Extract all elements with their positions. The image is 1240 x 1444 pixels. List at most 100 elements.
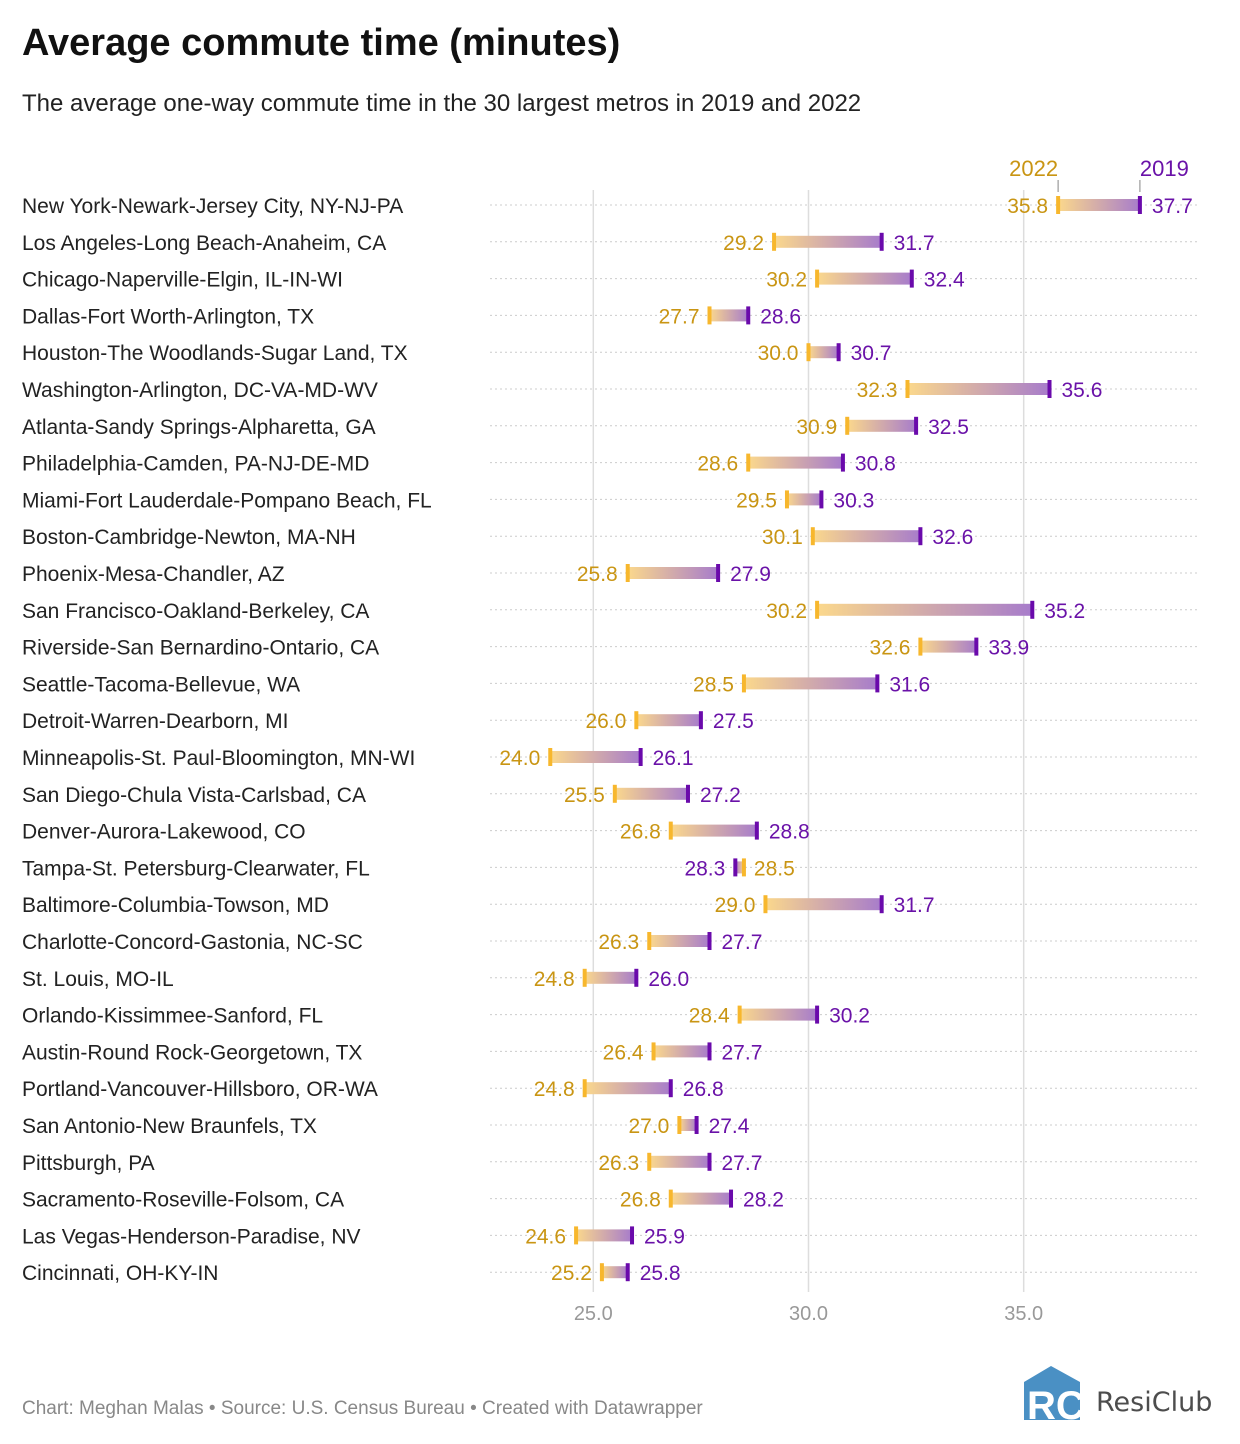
category-label: Seattle-Tacoma-Bellevue, WA	[22, 673, 300, 696]
category-label: Pittsburgh, PA	[22, 1152, 155, 1175]
range-bar	[743, 677, 878, 690]
category-label: Detroit-Warren-Dearborn, MI	[22, 710, 288, 733]
value-label-2019: 27.2	[700, 784, 741, 807]
range-bar	[748, 456, 843, 469]
category-label: Philadelphia-Camden, PA-NJ-DE-MD	[22, 453, 369, 476]
category-label: San Antonio-New Braunfels, TX	[22, 1115, 317, 1138]
value-label-2022: 29.5	[736, 489, 777, 512]
category-label: Phoenix-Mesa-Chandler, AZ	[22, 563, 285, 586]
marker-2022	[763, 895, 768, 914]
value-label-2019: 33.9	[988, 637, 1029, 660]
marker-2022	[772, 232, 777, 251]
value-label-2022: 25.8	[577, 563, 618, 586]
marker-2022	[582, 968, 587, 987]
marker-2022	[741, 858, 746, 877]
value-label-2022: 30.0	[758, 342, 799, 365]
range-bar	[1058, 199, 1140, 211]
marker-2019	[634, 968, 639, 987]
value-label-2022: 35.8	[1007, 195, 1048, 218]
range-bar	[679, 1119, 697, 1131]
value-label-2019: 32.4	[924, 269, 965, 292]
range-bar	[907, 383, 1050, 395]
category-label: Portland-Vancouver-Hillsboro, OR-WA	[22, 1078, 378, 1101]
marker-2019	[914, 416, 919, 435]
marker-2019	[754, 821, 759, 840]
marker-2022	[677, 1116, 682, 1134]
category-label: Cincinnati, OH-KY-IN	[22, 1262, 218, 1285]
marker-2022	[815, 269, 820, 288]
range-bar	[774, 235, 882, 248]
value-label-2022: 30.1	[762, 526, 803, 549]
category-label: Los Angeles-Long Beach-Anaheim, CA	[22, 232, 386, 255]
marker-2022	[815, 600, 820, 619]
category-label: Riverside-San Bernardino-Ontario, CA	[22, 637, 379, 660]
category-label: San Francisco-Oakland-Berkeley, CA	[22, 600, 369, 623]
chart-subtitle: The average one-way commute time in the …	[22, 90, 862, 117]
marker-2022	[651, 1042, 656, 1061]
marker-2019	[707, 1152, 712, 1171]
marker-2022	[737, 1005, 742, 1024]
marker-2022	[548, 748, 553, 766]
marker-2019	[630, 1226, 635, 1245]
value-label-2022: 30.2	[766, 600, 807, 623]
range-bar	[920, 640, 977, 653]
value-label-2022: 30.9	[796, 416, 837, 439]
legend-label-2019: 2019	[1140, 156, 1189, 181]
value-label-2022: 32.3	[857, 379, 898, 402]
range-bar	[584, 1082, 671, 1095]
value-label-2019: 31.6	[889, 673, 930, 696]
value-label-2022: 24.8	[534, 968, 575, 991]
value-label-2022: 24.0	[499, 747, 540, 770]
marker-2022	[905, 380, 910, 398]
range-bar	[601, 1266, 628, 1279]
marker-2019	[638, 748, 643, 766]
value-label-2019: 27.4	[709, 1115, 750, 1138]
category-label: Houston-The Woodlands-Sugar Land, TX	[22, 342, 408, 365]
value-label-2022: 26.8	[620, 821, 661, 844]
category-label: Las Vegas-Henderson-Paradise, NV	[22, 1225, 361, 1248]
marker-2019	[879, 895, 884, 914]
value-label-2019: 26.0	[648, 968, 689, 991]
category-label: Baltimore-Columbia-Towson, MD	[22, 894, 329, 917]
marker-2019	[879, 232, 884, 251]
marker-2019	[815, 1005, 820, 1024]
value-label-2022: 26.0	[585, 710, 626, 733]
value-label-2019: 37.7	[1152, 195, 1193, 218]
value-label-2019: 30.2	[829, 1005, 870, 1028]
marker-2022	[845, 416, 850, 435]
range-bar	[649, 935, 710, 947]
value-label-2022: 32.6	[870, 637, 911, 660]
category-label: Minneapolis-St. Paul-Bloomington, MN-WI	[22, 747, 415, 770]
value-label-2019: 32.5	[928, 416, 969, 439]
range-bar	[786, 493, 822, 506]
marker-2019	[716, 564, 721, 582]
marker-2022	[668, 821, 673, 840]
marker-2022	[707, 306, 712, 325]
range-bar	[817, 603, 1033, 616]
value-label-2019: 32.6	[932, 526, 973, 549]
value-label-2019: 30.8	[855, 453, 896, 476]
marker-2019	[694, 1116, 699, 1134]
value-label-2019: 27.9	[730, 563, 771, 586]
marker-2022	[784, 490, 789, 509]
x-tick-label: 25.0	[574, 1303, 613, 1325]
value-label-2019: 26.1	[653, 747, 694, 770]
value-label-2019: 28.6	[760, 305, 801, 328]
marker-2019	[918, 527, 923, 546]
marker-2022	[574, 1226, 579, 1245]
value-label-2019: 30.7	[851, 342, 892, 365]
value-label-2022: 28.4	[689, 1005, 730, 1028]
marker-2019	[1137, 196, 1142, 214]
range-bar	[812, 530, 921, 543]
range-bar	[576, 1229, 633, 1242]
range-bar	[584, 971, 637, 984]
range-bar	[765, 898, 882, 911]
chart-footer: Chart: Meghan Malas • Source: U.S. Censu…	[22, 1398, 703, 1419]
marker-2019	[685, 784, 690, 803]
marker-2022	[625, 564, 630, 582]
range-bar	[614, 787, 688, 800]
range-bar	[670, 1192, 732, 1205]
category-label: New York-Newark-Jersey City, NY-NJ-PA	[22, 195, 403, 218]
marker-2019	[707, 1042, 712, 1061]
marker-2022	[918, 637, 923, 656]
